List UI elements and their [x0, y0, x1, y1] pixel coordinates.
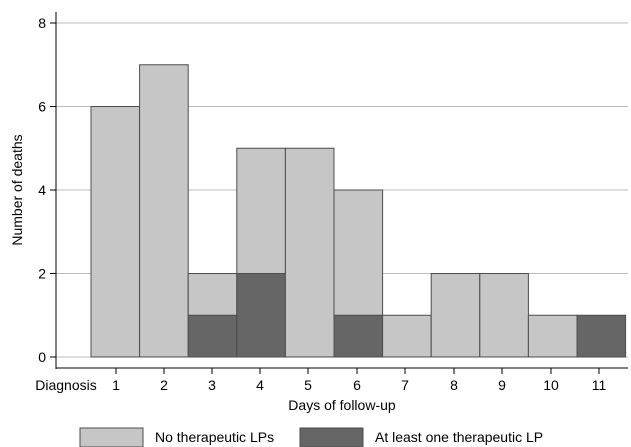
- y-tick-label-8: 8: [38, 15, 46, 31]
- bar-day-6-therapeutic: [333, 314, 384, 358]
- bar-day-4-no-therapeutic: [236, 147, 286, 274]
- bar-day-11-therapeutic: [576, 314, 627, 358]
- x-axis-title: Days of follow-up: [288, 397, 396, 413]
- bar-day-4-therapeutic: [236, 273, 286, 358]
- y-tick-label-2: 2: [38, 266, 46, 282]
- x-tick-label-4: 4: [256, 377, 264, 393]
- x-tick-label-6: 6: [353, 377, 361, 393]
- legend-label-no-therapeutic: No therapeutic LPs: [155, 429, 274, 445]
- x-tick-label-7: 7: [401, 377, 409, 393]
- legend-swatch-no-therapeutic: [79, 427, 144, 447]
- x-axis-ticks: Diagnosis 1 2 3 4 5 6 7 8 9 10 11: [35, 368, 606, 393]
- x-tick-label-3: 3: [208, 377, 216, 393]
- bars: [90, 64, 627, 358]
- x-tick-label-2: 2: [160, 377, 168, 393]
- bar-day-9-no-therapeutic: [479, 273, 529, 358]
- bar-day-2-no-therapeutic: [139, 64, 189, 358]
- bar-day-1-no-therapeutic: [90, 106, 141, 358]
- bar-day-6-no-therapeutic: [333, 189, 384, 316]
- bar-day-7-no-therapeutic: [382, 314, 432, 358]
- x-tick-label-8: 8: [450, 377, 458, 393]
- x-tick-label-10: 10: [543, 377, 559, 393]
- legend: No therapeutic LPs At least one therapeut…: [79, 427, 543, 447]
- x-tick-label-9: 9: [498, 377, 506, 393]
- bar-day-3-therapeutic: [187, 314, 238, 358]
- y-tick-label-6: 6: [38, 99, 46, 115]
- bar-day-5-no-therapeutic: [284, 147, 335, 358]
- y-tick-label-4: 4: [38, 182, 46, 198]
- bar-day-10-no-therapeutic: [527, 314, 578, 358]
- y-axis-title: Number of deaths: [9, 134, 25, 245]
- y-axis-ticks: 0 2 4 6 8: [38, 15, 56, 365]
- x-tick-label-1: 1: [112, 377, 120, 393]
- legend-label-therapeutic: At least one therapeutic LP: [375, 429, 543, 445]
- x-tick-label-diagnosis: Diagnosis: [35, 377, 96, 393]
- bar-day-8-no-therapeutic: [430, 273, 481, 358]
- legend-swatch-therapeutic: [299, 427, 364, 447]
- x-tick-label-11: 11: [592, 377, 607, 393]
- y-tick-label-0: 0: [38, 349, 46, 365]
- bar-day-3-no-therapeutic: [187, 273, 238, 316]
- x-tick-label-5: 5: [304, 377, 312, 393]
